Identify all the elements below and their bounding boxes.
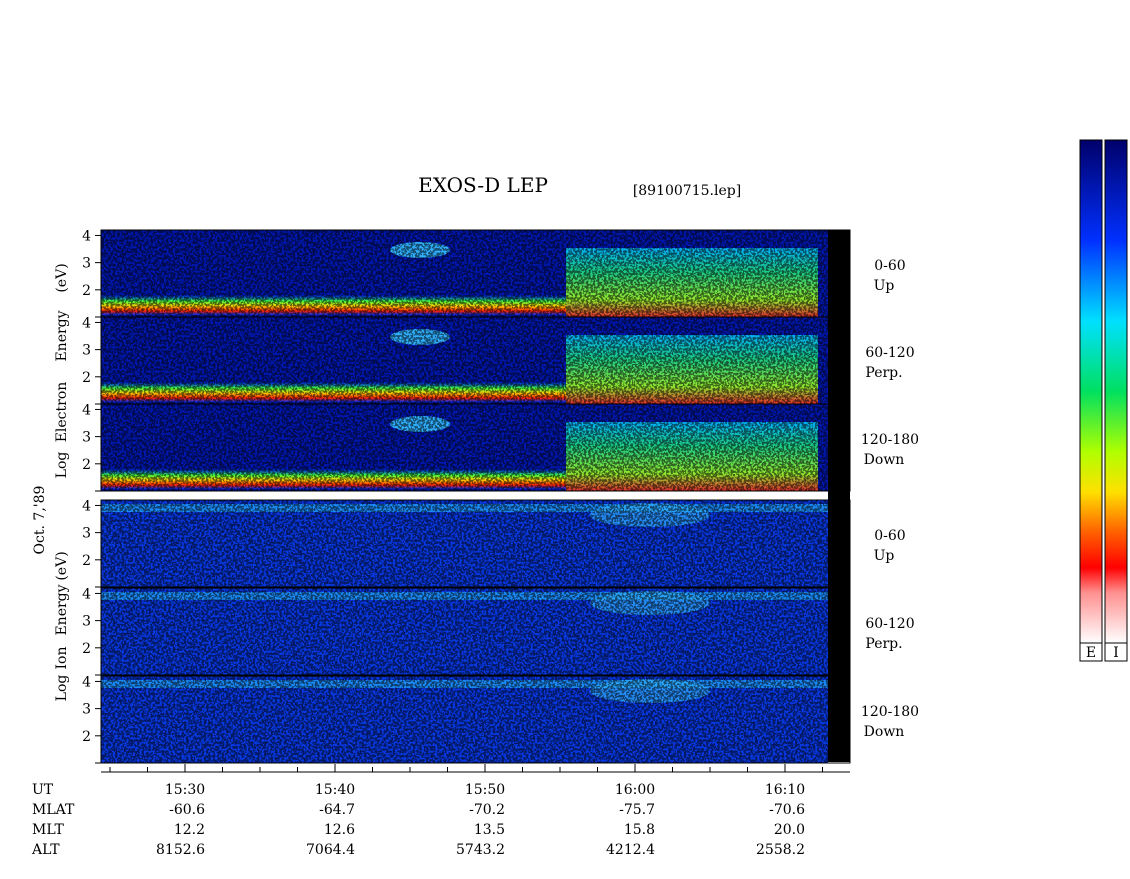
color-bar-label-box <box>1104 642 1128 662</box>
spectrogram-noise <box>101 230 828 317</box>
spectrogram-noise <box>101 588 828 675</box>
channel-label: 60-120 <box>865 345 914 361</box>
spectrogram-noise <box>101 676 828 763</box>
channel-label: 120-180 <box>861 432 919 448</box>
row-label: MLT <box>32 822 64 838</box>
panel-frame <box>100 403 851 492</box>
ephemeris-value: 20.0 <box>774 822 805 838</box>
color-bar-label: E <box>1086 645 1096 661</box>
y-tick-label: 3 <box>82 702 91 718</box>
y-tick-label: 4 <box>82 498 91 514</box>
y-tick-label: 2 <box>82 641 91 657</box>
channel-label: 60-120 <box>865 616 914 632</box>
time-label: 15:50 <box>465 782 505 798</box>
date: Oct. 7,'89 <box>32 486 48 555</box>
ephemeris-value: -70.2 <box>469 802 505 818</box>
y-tick-label: 3 <box>82 614 91 630</box>
ephemeris-value: 13.5 <box>474 822 505 838</box>
y-tick-label: 4 <box>82 315 91 331</box>
row-label: ALT <box>31 842 60 858</box>
axis-label: (eV) <box>54 551 70 580</box>
time-label: 16:10 <box>765 782 805 798</box>
file-name: [89100715.lep] <box>633 183 741 199</box>
axis-label: Energy <box>54 584 70 635</box>
y-tick-label: 2 <box>82 283 91 299</box>
ephemeris-value: -70.6 <box>769 802 805 818</box>
ephemeris-value: 2558.2 <box>756 842 805 858</box>
y-tick-label: 3 <box>82 256 91 272</box>
direction-label: Perp. <box>865 636 902 652</box>
axis-label: Electron <box>54 382 70 443</box>
axis-label: Ion <box>54 647 70 670</box>
color-bar-label-box <box>1079 642 1103 662</box>
ephemeris-value: 12.2 <box>174 822 205 838</box>
channel-label: 120-180 <box>861 704 919 720</box>
ephemeris-value: 8152.6 <box>156 842 205 858</box>
axis-label: Log <box>54 452 70 479</box>
direction-label: Up <box>874 548 895 564</box>
time-label: 16:00 <box>615 782 655 798</box>
row-label: MLAT <box>32 802 75 818</box>
y-tick-label: 3 <box>82 526 91 542</box>
y-tick-label: 2 <box>82 553 91 569</box>
y-tick-label: 4 <box>82 402 91 418</box>
ephemeris-value: 15.8 <box>624 822 655 838</box>
spectrogram-noise <box>101 317 828 404</box>
spectrogram-noise <box>101 500 828 587</box>
channel-label: 0-60 <box>874 528 905 544</box>
axis-label: (eV) <box>54 263 70 292</box>
y-tick-label: 2 <box>82 457 91 473</box>
spectrogram-noise <box>101 404 828 491</box>
title: EXOS-D LEP <box>418 173 548 197</box>
ephemeris-value: 12.6 <box>324 822 355 838</box>
y-tick-label: 2 <box>82 729 91 745</box>
y-tick-label: 4 <box>82 586 91 602</box>
channel-label: 0-60 <box>874 258 905 274</box>
ephemeris-value: -75.7 <box>619 802 655 818</box>
no-data-strip <box>828 230 850 762</box>
direction-label: Perp. <box>865 365 902 381</box>
y-tick-label: 3 <box>82 430 91 446</box>
panel-frame <box>100 675 851 764</box>
color-bar <box>1104 139 1128 644</box>
color-bar <box>1079 139 1103 644</box>
ephemeris-value: 4212.4 <box>606 842 655 858</box>
ephemeris-value: -60.6 <box>169 802 205 818</box>
time-label: 15:40 <box>315 782 355 798</box>
panel-frame <box>100 499 851 588</box>
row-label: UT <box>32 782 54 798</box>
direction-label: Down <box>864 452 905 468</box>
y-tick-label: 3 <box>82 343 91 359</box>
ephemeris-value: 5743.2 <box>456 842 505 858</box>
axis-label: Energy <box>54 310 70 361</box>
panels: 2 3 4 0-60 Up 2 3 4 60-120 Perp. 2 3 4 120-180 Down Log… <box>54 228 919 764</box>
panel-frame <box>100 587 851 676</box>
y-tick-label: 2 <box>82 370 91 386</box>
axis-label: Log <box>54 675 70 702</box>
y-tick-label: 4 <box>82 674 91 690</box>
direction-label: Up <box>874 278 895 294</box>
direction-label: Down <box>864 724 905 740</box>
ephemeris-value: 7064.4 <box>306 842 355 858</box>
y-tick-label: 4 <box>82 228 91 244</box>
color-bar-label: I <box>1113 645 1119 661</box>
ephemeris-value: -64.7 <box>319 802 355 818</box>
time-label: 15:30 <box>165 782 205 798</box>
